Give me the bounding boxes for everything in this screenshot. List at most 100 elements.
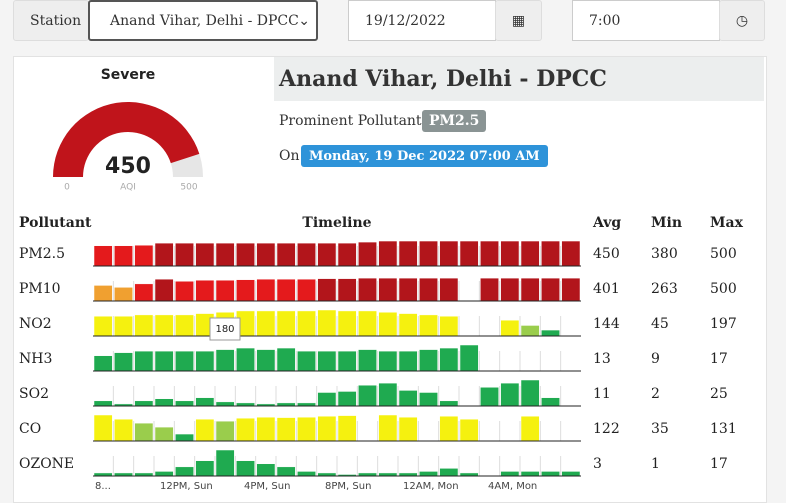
timeline-bar [378,382,398,407]
timeline-bar [439,400,459,407]
stat-min: 9 [651,351,660,367]
timeline-bar [378,240,398,267]
time-label: 4AM, Mon [488,481,537,492]
station-select[interactable]: Anand Vihar, Delhi - DPCC ⌄ [88,0,318,41]
timeline-bar [419,392,438,407]
column-header: Timeline [302,215,371,231]
timeline-bar [93,400,113,407]
timeline-bar [195,397,215,407]
timeline-bar [317,415,337,442]
timeline-bar [459,240,479,267]
station-label: Station [13,0,89,41]
dropdown-arrow: ⌄ [298,12,310,29]
timeline-bar [541,240,560,267]
stat-max: 25 [710,386,728,402]
timeline-bar [419,314,438,337]
timeline-bar [500,382,520,407]
timeline-bar [520,325,540,337]
timeline-bar [236,347,255,372]
timeline-bar [459,418,479,442]
date-input[interactable]: 19/12/2022 [348,0,496,41]
timeline-bar [500,319,520,337]
timeline-bar [175,314,194,337]
stat-avg: 11 [593,386,611,402]
timeline-bar [419,277,438,302]
time-label: 8PM, Sun [325,481,371,492]
stat-min: 45 [651,316,669,332]
column-header: Max [710,215,744,231]
station-title: Anand Vihar, Delhi - DPCC [279,66,607,92]
timeline-bar [215,279,235,302]
date-value: 19/12/2022 [365,12,446,29]
timeline-bar [236,242,255,267]
timeline-bar [439,240,459,267]
stat-min: 380 [651,246,678,262]
prominent-badge: PM2.5 [422,110,487,132]
timeline-bar [541,397,560,407]
time-input[interactable]: 7:00 [572,0,720,41]
timeline-bar [276,278,296,302]
timeline-bar [154,278,174,302]
pollutant-name: NH3 [19,351,52,367]
column-header: Min [651,215,682,231]
stat-max: 500 [710,281,737,297]
timeline-bar [520,471,540,477]
tooltip: 180 [215,324,234,335]
timeline-bar [215,420,235,442]
stat-avg: 144 [593,316,620,332]
gauge-category: Severe [101,67,156,83]
stat-max: 197 [710,316,737,332]
timeline-bar [195,350,215,372]
timeline-bar [154,350,174,372]
timeline-bar [317,242,337,267]
timeline-bar [297,242,316,267]
gauge-unit: AQI [120,183,136,193]
timeline-bar [215,349,235,372]
stat-max: 500 [710,246,737,262]
timeline-bar [317,278,337,302]
timeline-bar [337,242,357,267]
timeline-bar [500,471,520,477]
timeline-bar [561,471,581,477]
timeline-bar [114,287,133,302]
stat-min: 35 [651,421,669,437]
calendar-button[interactable]: ▦ [495,0,542,41]
timeline-bar [358,277,377,302]
timeline-bar [154,426,174,442]
timeline-bar [195,418,215,442]
timeline-bar [175,242,194,267]
stat-min: 1 [651,456,660,472]
timeline-bar [175,280,194,302]
stat-avg: 3 [593,456,602,472]
timeline-bar [358,384,377,407]
tooltip-box [209,317,241,341]
timeline-bar [175,466,194,477]
timeline-bar [256,278,276,302]
timeline-bar [317,309,337,337]
timeline-bar [541,277,560,302]
timeline-bar [337,310,357,337]
pollutant-name: PM10 [19,281,61,297]
timeline-bar [520,415,540,442]
timeline-bar [114,315,133,337]
timeline-bar [439,415,459,442]
stat-min: 2 [651,386,660,402]
timeline-bar [134,244,154,267]
timeline-bar [276,310,296,337]
timeline-bar [297,278,316,302]
timeline-bar [134,350,154,372]
timeline-bar [256,463,276,477]
timeline-bar [215,449,235,477]
timeline-bar [541,471,560,477]
timeline-bar [134,422,154,442]
stat-avg: 13 [593,351,611,367]
timeline-bar [520,240,540,267]
timeline-bar [154,314,174,337]
timeline-bar [134,283,154,302]
clock-button[interactable]: ◷ [719,0,765,41]
time-label: 12PM, Sun [160,481,213,492]
gauge-value: 450 [105,154,151,179]
timeline-bar [236,279,255,302]
